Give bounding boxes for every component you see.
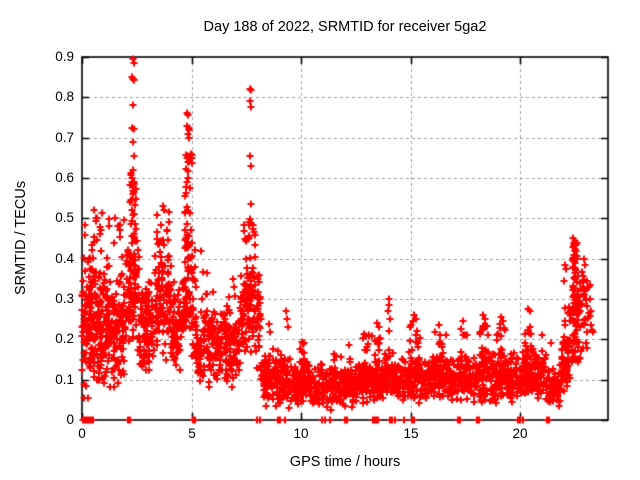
x-tick-label: 20: [512, 426, 528, 441]
x-tick-label: 10: [293, 426, 309, 441]
chart-title: Day 188 of 2022, SRMTID for receiver 5ga…: [203, 19, 487, 35]
y-tick-label: 0.9: [55, 49, 74, 64]
y-tick-label: 0.7: [55, 130, 74, 145]
y-tick-label: 0: [66, 412, 74, 427]
y-tick-label: 0.3: [55, 291, 74, 306]
x-axis-label: GPS time / hours: [289, 454, 401, 470]
y-tick-label: 0.1: [55, 372, 74, 387]
y-tick-label: 0.6: [55, 170, 74, 185]
x-tick-label: 15: [403, 426, 419, 441]
x-tick-label: 0: [78, 426, 86, 441]
x-tick-label: 5: [188, 426, 196, 441]
y-tick-label: 0.2: [55, 331, 74, 346]
y-tick-label: 0.8: [55, 89, 74, 104]
y-axis-label: SRMTID / TECUs: [13, 180, 29, 296]
y-tick-label: 0.5: [55, 210, 74, 225]
y-tick-label: 0.4: [55, 251, 74, 266]
